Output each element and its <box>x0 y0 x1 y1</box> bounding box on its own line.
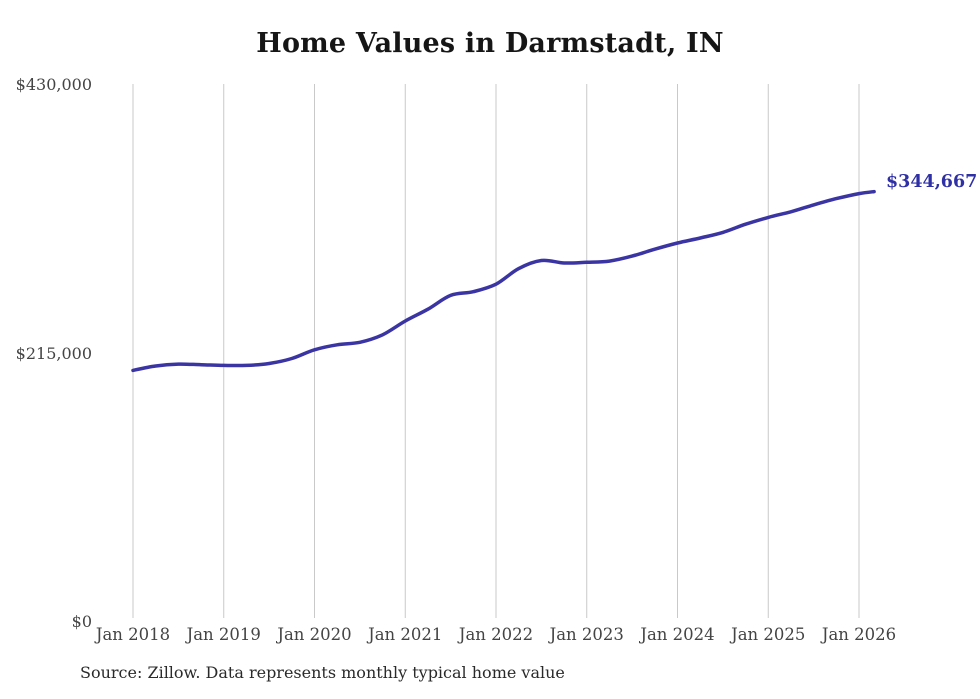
x-tick-label: Jan 2020 <box>277 625 352 644</box>
current-value-label: $344,667 <box>886 172 978 192</box>
x-tick-label: Jan 2021 <box>368 625 443 644</box>
x-tick-label: Jan 2023 <box>549 625 624 644</box>
chart-title: Home Values in Darmstadt, IN <box>256 28 724 59</box>
y-tick-label: $430,000 <box>15 75 92 94</box>
source-note: Source: Zillow. Data represents monthly … <box>80 663 565 682</box>
x-tick-label: Jan 2025 <box>731 625 806 644</box>
home-value-line <box>131 189 876 373</box>
x-tick-label: Jan 2024 <box>640 625 715 644</box>
x-tick-label: Jan 2026 <box>821 625 897 644</box>
y-tick-label: $215,000 <box>15 343 92 363</box>
y-tick-label: $0 <box>71 612 92 631</box>
x-tick-label: Jan 2019 <box>186 625 261 644</box>
gridlines <box>132 84 860 618</box>
x-tick-label: Jan 2022 <box>458 625 534 644</box>
x-tick-label: Jan 2018 <box>95 625 171 644</box>
